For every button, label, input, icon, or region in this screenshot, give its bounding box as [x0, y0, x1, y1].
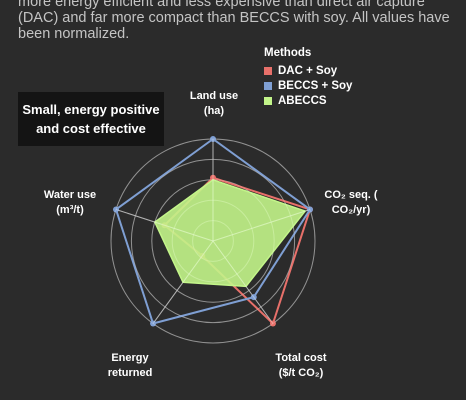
axis-label-co2-seq: CO₂ seq. (CO₂/yr)	[324, 189, 378, 216]
axis-label-land-use: Land use (ha)	[189, 90, 239, 117]
grid-ring-overlay-1	[192, 220, 234, 262]
legend-item-dac-soy: DAC + Soy	[264, 63, 352, 78]
series-polygon-beccs-soy	[114, 138, 312, 325]
callout-box: Small, energy positive and cost effectiv…	[18, 92, 164, 146]
series-point-beccs-soy-3	[250, 294, 257, 301]
legend-swatch-abeccs	[264, 96, 272, 105]
callout-line-2: and cost effective	[36, 121, 146, 136]
series-point-beccs-soy-2	[307, 206, 314, 213]
legend-label-dac-soy: DAC + Soy	[278, 64, 338, 77]
legend-swatch-dac-soy	[264, 66, 272, 75]
axis-label-water-use: Water use (m³/t)	[43, 189, 97, 216]
axis-spoke-overlay-5	[115, 209, 214, 242]
series-point-dac-soy-3	[269, 320, 276, 327]
axis-spoke-overlay-4	[152, 240, 214, 324]
legend-label-beccs-soy: BECCS + Soy	[278, 79, 353, 92]
series-polygon-abeccs	[154, 179, 306, 288]
legend-swatch-beccs-soy	[264, 81, 272, 90]
legend-item-beccs-soy: BECCS + Soy	[264, 78, 352, 93]
grid-ring-overlay-4	[130, 158, 296, 324]
axis-spoke-overlay-3	[212, 240, 274, 324]
axis-label-total-cost: Total cost ($/t CO₂)	[275, 352, 327, 379]
chart-legend: Methods DAC + Soy BECCS + Soy ABECCS	[264, 47, 352, 108]
grid-ring-overlay-3	[151, 179, 275, 303]
series-point-beccs-soy-4	[150, 320, 157, 327]
grid-ring-overlay-5	[110, 138, 316, 344]
legend-title: Methods	[264, 47, 312, 59]
series-point-beccs-soy-5	[112, 206, 119, 213]
grid-ring-overlay-2	[171, 199, 255, 283]
series-point-dac-soy-1	[210, 174, 216, 181]
legend-label-abeccs: ABECCS	[278, 94, 327, 107]
axis-spoke-overlay-2	[212, 209, 311, 242]
legend-item-abeccs: ABECCS	[264, 93, 352, 108]
intro-text: more energy efficient and less expensive…	[18, 0, 450, 42]
axis-label-energy-returned: Energy returned	[107, 352, 153, 379]
callout-line-1: Small, energy positive	[22, 102, 160, 117]
series-point-beccs-soy-1	[210, 136, 216, 142]
